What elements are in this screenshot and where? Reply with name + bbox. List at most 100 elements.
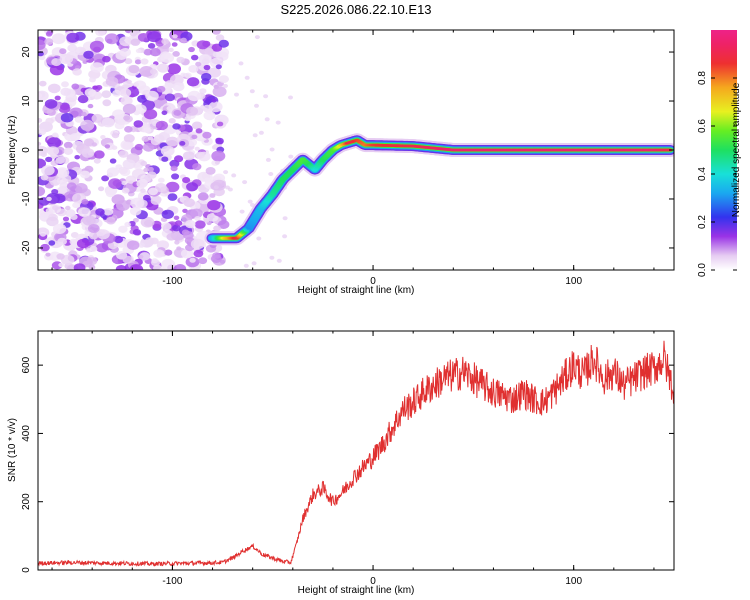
noise-blob [80,170,91,179]
noise-blob [66,182,77,190]
snr-ticks: -100 0 100 0 200 400 600 [21,331,674,587]
noise-blob [207,67,221,78]
noise-blob [67,44,78,52]
noise-blob [171,42,178,47]
noise-blob [211,145,218,150]
noise-blob [166,106,173,111]
noise-blob [46,146,60,156]
noise-blob [172,224,181,232]
noise-blob [48,83,61,94]
noise-blob [166,233,177,241]
noise-blob [252,133,258,138]
noise-blob [140,160,147,166]
y-tick-label: 0 [21,147,32,153]
noise-blob [147,171,157,179]
noise-blob [157,63,169,73]
noise-blob [92,85,98,90]
noise-blob [88,232,99,240]
noise-blob [171,173,180,180]
y-tick-label: -10 [21,191,32,206]
noise-blob [203,64,211,71]
noise-blob [102,99,112,107]
noise-blob [153,264,162,270]
noise-blob [130,38,141,46]
noise-blob [269,255,275,260]
noise-blob [156,250,164,257]
noise-blob [138,85,151,95]
noise-blob [81,199,89,205]
noise-blob [190,238,205,250]
noise-blob [193,249,204,258]
noise-blob [205,167,216,175]
noise-blob [168,118,176,124]
noise-blob [105,76,119,87]
noise-blob [223,170,229,175]
noise-blob [265,157,271,162]
noise-blob [129,206,142,216]
noise-blob [164,249,173,256]
noise-blob [238,61,244,66]
noise-blob [59,53,74,64]
snr-frame [37,330,675,571]
noise-blob [72,202,80,209]
noise-blob [157,177,165,183]
noise-blob [62,216,70,222]
noise-blob [194,220,206,229]
colorbar-tick-label: 0.2 [697,215,708,229]
noise-blob [282,216,288,221]
noise-blob [212,86,227,97]
noise-blob [164,93,175,102]
snr-x-axis-title: Height of straight line (km) [298,585,415,596]
noise-blob [182,177,191,184]
noise-blob [201,73,212,81]
noise-blob [172,34,178,39]
noise-blob [121,180,128,186]
noise-blob [180,37,187,43]
noise-blob [269,147,275,152]
noise-blob [133,120,144,128]
noise-blob [288,95,293,100]
noise-blob [144,237,155,245]
noise-blob [275,120,281,125]
noise-blob [45,117,54,125]
noise-blob [217,220,230,229]
noise-blob [101,175,109,182]
noise-blob [185,220,196,229]
noise-blob [148,187,158,196]
noise-blob [153,134,165,143]
noise-blob [73,263,86,270]
noise-blob [137,33,150,42]
noise-blob [256,236,262,241]
noise-blob [77,207,91,218]
noise-blob [106,167,119,177]
noise-blob [41,165,55,176]
noise-blob [180,72,187,78]
y-tick-label: 200 [21,493,32,510]
noise-blob [80,119,95,131]
noise-blob [254,35,260,40]
noise-blob [50,160,58,167]
noise-blob [140,188,146,193]
noise-blob [183,198,195,208]
noise-blob [170,165,178,172]
noise-blob [129,264,144,270]
noise-blob [211,98,217,103]
noise-blob [89,77,96,83]
noise-blob [123,134,135,143]
noise-blob [120,96,133,106]
noise-blob [168,47,174,53]
noise-blob [58,262,65,268]
noise-blob [143,167,149,173]
noise-blob [244,75,250,80]
noise-blob [52,223,67,234]
noise-blob [60,112,74,123]
noise-blob [288,154,294,159]
noise-blob [151,258,158,264]
noise-blob [215,137,224,145]
noise-blob [91,142,98,147]
noise-blob [141,135,150,142]
y-tick-label: 400 [21,425,32,442]
noise-blob [83,50,94,59]
noise-blob [194,216,201,221]
